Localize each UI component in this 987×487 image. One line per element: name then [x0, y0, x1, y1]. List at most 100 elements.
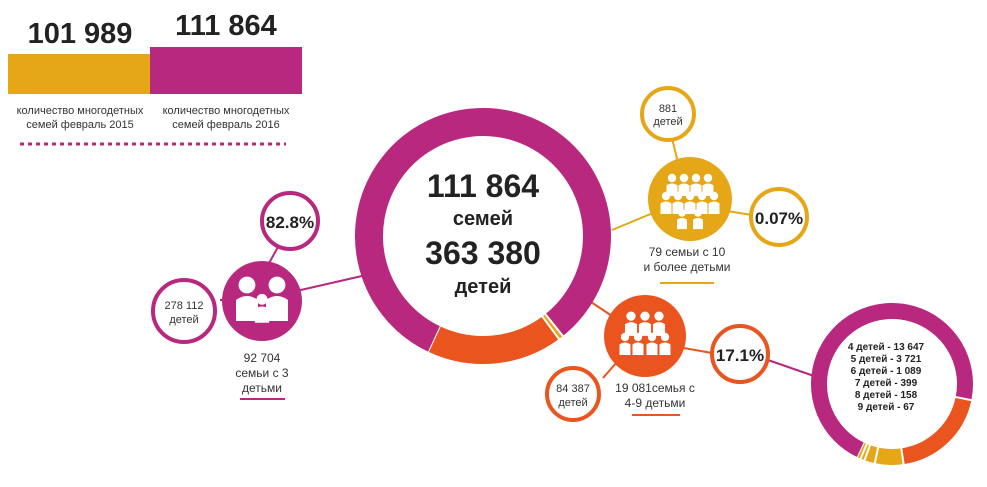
connector-10-main: [611, 212, 654, 231]
person-head: [703, 173, 713, 183]
person-head: [685, 191, 695, 201]
breakdown-item: 6 детей - 1 089: [851, 366, 922, 377]
bar-2015-caption-line2: семей февраль 2015: [26, 119, 133, 131]
group-10-percent: 0.07%: [755, 209, 803, 228]
slice-6-children: [874, 447, 904, 465]
person-body: [254, 306, 270, 323]
slice-separator: [543, 312, 565, 338]
person-body: [666, 183, 678, 196]
person-body: [693, 217, 703, 230]
person-body: [659, 342, 671, 355]
group-3-caption-line1: 92 704: [244, 351, 281, 365]
group-3-children-line1: 278 112: [165, 300, 204, 312]
group-49-children-line1: 84 387: [556, 383, 590, 395]
group-10-caption-line2: и более детьми: [644, 260, 731, 274]
group-49-percent-circle: [710, 324, 770, 384]
person-head: [238, 276, 256, 294]
person-head: [654, 311, 664, 321]
group-3-caption-line3: детьми: [242, 381, 282, 395]
slice-separator: [873, 446, 880, 465]
person-body: [632, 342, 644, 355]
breakdown-item: 4 детей - 13 647: [848, 342, 925, 353]
bar-2015: [8, 54, 150, 94]
person-head: [678, 209, 686, 217]
group-10-caption-line1: 79 семьи с 10: [649, 245, 726, 259]
slice-separator: [540, 315, 561, 341]
center-children-number: 363 380: [425, 235, 541, 271]
person-body: [652, 322, 666, 336]
breakdown-list: 4 детей - 13 647 5 детей - 3 721 6 детей…: [848, 342, 925, 413]
slice-4-children: [811, 303, 973, 458]
bar-2016: [150, 47, 302, 94]
group-10-children-circle: [640, 86, 696, 142]
person-body: [660, 201, 672, 214]
group-49-children-circle: [545, 366, 601, 422]
person-head: [667, 173, 677, 183]
slice-7-children: [864, 445, 879, 464]
person-head: [626, 311, 636, 321]
person-body: [690, 183, 702, 196]
person-head: [660, 332, 670, 342]
breakdown-donut: [811, 303, 973, 466]
person-body: [236, 296, 258, 321]
family-icon: [236, 276, 288, 323]
bar-2015-caption-line1: количество многодетных: [17, 105, 144, 117]
group-49-icon-circle: [604, 295, 686, 377]
breakdown-item: 7 детей - 399: [855, 378, 918, 389]
person-body: [266, 296, 288, 321]
slice-separator: [954, 395, 973, 402]
group-3-children-circle: [151, 278, 217, 344]
group-49-percent: 17.1%: [716, 346, 764, 365]
slice-5-children: [901, 396, 972, 465]
person-body: [624, 322, 638, 336]
main-donut: [355, 108, 611, 364]
person-head: [256, 293, 268, 305]
group-3-children-line2: детей: [169, 314, 198, 326]
person-head: [268, 276, 286, 294]
person-head: [691, 173, 701, 183]
connector-10-percent: [726, 210, 753, 216]
person-body: [684, 201, 696, 214]
connector-3-main: [291, 275, 363, 293]
breakdown-item: 5 детей - 3 721: [851, 354, 922, 365]
person-head: [647, 332, 657, 342]
bar-2016-value: 111 864: [175, 10, 277, 42]
person-head: [694, 209, 702, 217]
bar-2015-value: 101 989: [28, 18, 133, 50]
breakdown-item: 8 детей - 158: [855, 390, 918, 401]
person-body: [708, 201, 720, 214]
center-families-number: 111 864: [427, 168, 539, 204]
group-3-caption-line2: семьи с 3: [235, 366, 289, 380]
person-head: [697, 191, 707, 201]
person-head: [633, 332, 643, 342]
family-icon: [619, 311, 671, 355]
center-children-word: детей: [455, 276, 512, 298]
person-head: [709, 191, 719, 201]
person-body: [619, 342, 631, 355]
slice-separator: [863, 443, 872, 462]
person-body: [646, 342, 658, 355]
person-head: [620, 332, 630, 342]
group-49-caption-line2: 4-9 детьми: [625, 396, 686, 410]
person-body: [678, 183, 690, 196]
person-body: [702, 183, 714, 196]
center-families-word: семей: [453, 208, 513, 230]
group-49-children-line2: детей: [558, 397, 587, 409]
group-10-children-line1: 881: [659, 103, 677, 115]
slice-separator: [859, 442, 869, 460]
slice-4-9-children: [428, 316, 559, 364]
connector-percent-breakdown: [767, 359, 815, 377]
slice-3-children: [355, 108, 611, 352]
person-head: [673, 191, 683, 201]
person-head: [661, 191, 671, 201]
slice-separator: [900, 447, 905, 466]
person-head: [679, 173, 689, 183]
group-49-caption-line1: 19 081семья с: [615, 381, 695, 395]
bar-2016-caption-line2: семей февраль 2016: [172, 119, 279, 131]
person-head: [640, 311, 650, 321]
family-icon: [660, 173, 720, 230]
breakdown-item: 9 детей - 67: [858, 402, 915, 413]
group-3-percent-circle: [260, 191, 320, 251]
